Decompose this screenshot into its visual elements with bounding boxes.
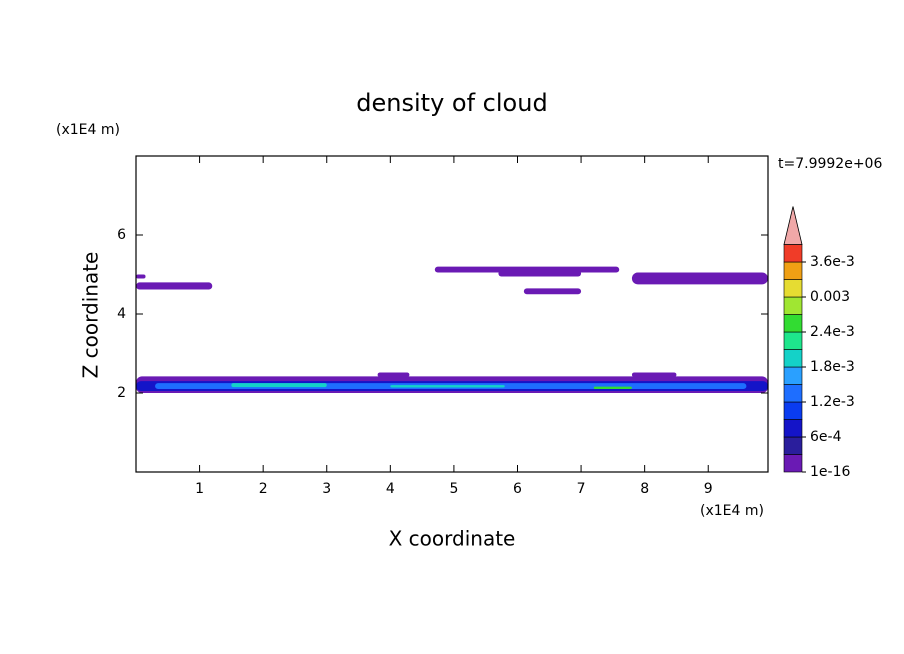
chart-title: density of cloud: [356, 89, 547, 117]
colorbar-tick-label: 3.6e-3: [810, 254, 855, 270]
x-tick-label: 5: [449, 481, 458, 497]
colorbar-band: [783, 436, 803, 455]
colorbar-extension: [783, 206, 803, 245]
y-tick-label: 6: [117, 227, 126, 243]
x-tick-label: 4: [386, 481, 395, 497]
colorbar-band: [783, 384, 803, 403]
colorbar-band: [783, 366, 803, 385]
colorbar-band: [783, 314, 803, 333]
y-axis-label: Z coordinate: [79, 252, 103, 379]
x-unit: (x1E4 m): [700, 503, 764, 519]
contour-region: [377, 372, 410, 378]
contour-region: [390, 385, 505, 388]
contour-region: [631, 372, 677, 378]
x-tick-label: 3: [322, 481, 331, 497]
x-tick-label: 9: [704, 481, 713, 497]
x-tick-label: 7: [577, 481, 586, 497]
contour-region: [136, 282, 213, 290]
colorbar-band: [783, 349, 803, 368]
x-tick-label: 2: [259, 481, 268, 497]
y-unit: (x1E4 m): [56, 122, 120, 138]
colorbar-band: [783, 244, 803, 263]
colorbar-band: [783, 261, 803, 280]
contour-region: [498, 270, 582, 277]
colorbar-band: [783, 279, 803, 298]
colorbar-band: [783, 401, 803, 420]
x-tick-label: 1: [195, 481, 204, 497]
time-annotation: t=7.9992e+06: [778, 156, 882, 172]
colorbar-tick-label: 1.2e-3: [810, 394, 855, 410]
x-tick-label: 8: [640, 481, 649, 497]
colorbar-tick-label: 1e-16: [810, 464, 850, 480]
contour-region: [631, 272, 768, 285]
contour-region: [593, 386, 632, 390]
colorbar-tick-label: 1.8e-3: [810, 359, 855, 375]
y-tick-label: 2: [117, 385, 126, 401]
colorbar-band: [783, 296, 803, 315]
colorbar-band: [783, 454, 803, 473]
colorbar-band: [783, 419, 803, 438]
y-tick-label: 4: [117, 306, 126, 322]
x-tick-label: 6: [513, 481, 522, 497]
plot-frame: [135, 155, 769, 473]
colorbar-tick-label: 2.4e-3: [810, 324, 855, 340]
colorbar-tick-label: 6e-4: [810, 429, 842, 445]
contour-region: [136, 274, 146, 279]
contour-region: [523, 288, 582, 295]
colorbar-tick-label: 0.003: [810, 289, 850, 305]
contour-region: [231, 383, 327, 388]
x-axis-label: X coordinate: [389, 527, 516, 551]
colorbar-band: [783, 331, 803, 350]
